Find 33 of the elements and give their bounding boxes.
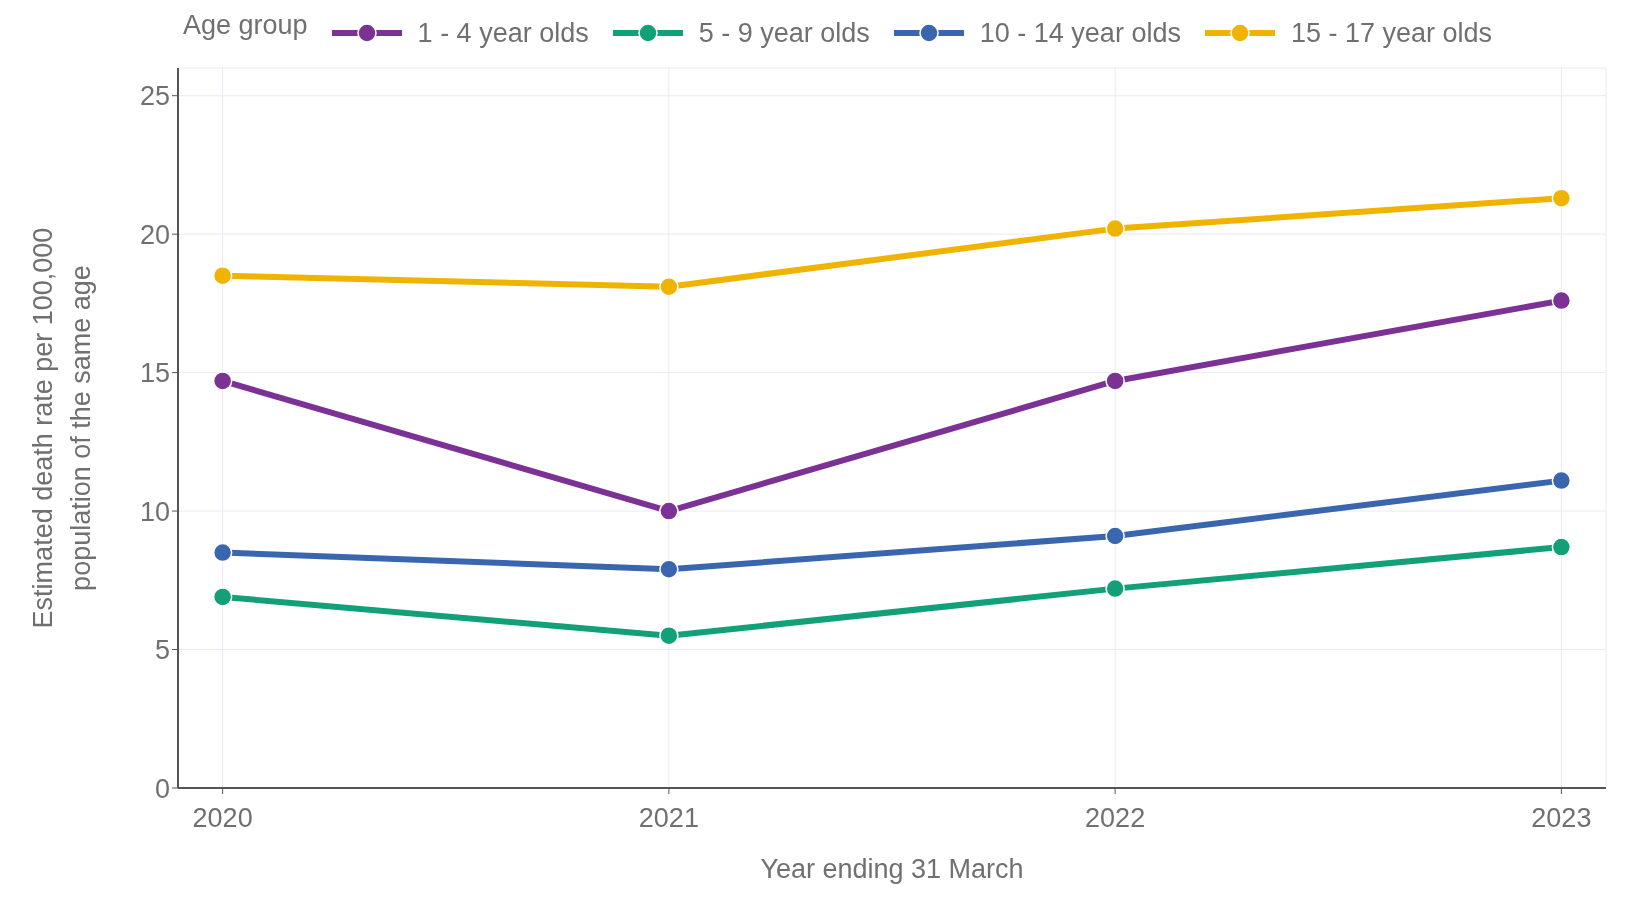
x-axis-title: Year ending 31 March <box>760 854 1024 884</box>
point <box>212 542 233 563</box>
x-tick-label: 2023 <box>1531 803 1592 834</box>
x-tick-label: 2021 <box>638 803 699 834</box>
y-tick-label: 10 <box>139 496 170 527</box>
point <box>1551 290 1572 311</box>
x-tick-label: 2020 <box>192 803 253 834</box>
legend-title: Age group <box>183 9 308 41</box>
y-tick-label: 25 <box>139 81 170 112</box>
y-tick-label: 5 <box>154 635 170 666</box>
y-tick-label: 20 <box>139 219 170 250</box>
legend-label: 5 - 9 year olds <box>698 17 870 49</box>
point <box>212 265 233 286</box>
point <box>659 625 679 646</box>
legend-label: 15 - 17 year olds <box>1290 17 1493 49</box>
point <box>1105 578 1125 599</box>
point <box>659 501 679 521</box>
y-tick-label: 0 <box>154 773 170 804</box>
point <box>1551 537 1572 557</box>
point <box>212 587 233 607</box>
point <box>1105 526 1125 546</box>
point <box>659 559 679 579</box>
legend-label: 1 - 4 year olds <box>417 17 589 49</box>
legend-label: 10 - 14 year olds <box>979 17 1181 49</box>
y-tick-label: 15 <box>139 358 170 389</box>
point <box>1551 470 1572 491</box>
point <box>659 277 679 297</box>
y-axis-title: Estimated death rate per 100,000 population of the same age <box>28 227 96 629</box>
point <box>1105 218 1125 239</box>
x-tick-label: 2022 <box>1085 803 1146 834</box>
point <box>212 371 233 391</box>
point <box>1551 188 1572 208</box>
point <box>1105 371 1125 391</box>
